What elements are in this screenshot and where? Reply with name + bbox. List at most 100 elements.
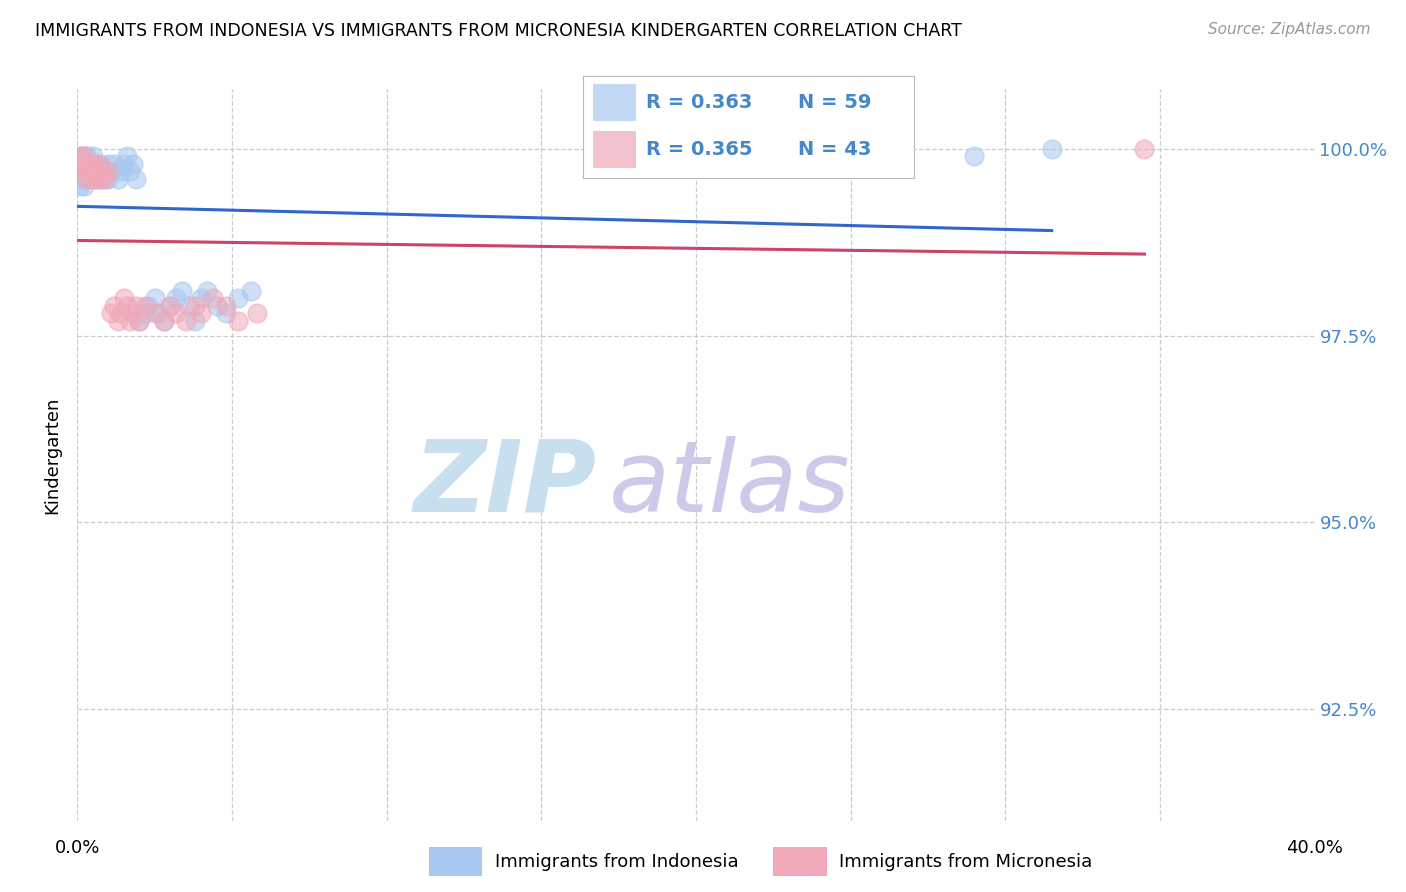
Point	[79, 164, 101, 178]
Text: 0.0%: 0.0%	[55, 839, 100, 857]
Point	[69, 157, 91, 171]
Point	[76, 157, 98, 171]
Point	[66, 164, 89, 178]
Point	[87, 171, 110, 186]
Y-axis label: Kindergarten: Kindergarten	[44, 396, 62, 514]
Point	[72, 149, 94, 163]
Point	[107, 313, 129, 327]
Point	[84, 164, 107, 178]
Point	[202, 291, 225, 305]
Point	[146, 306, 169, 320]
Point	[82, 171, 104, 186]
Point	[190, 306, 212, 320]
Point	[72, 171, 94, 186]
Point	[100, 306, 122, 320]
Text: N = 59: N = 59	[799, 93, 872, 112]
Point	[159, 299, 181, 313]
Point	[97, 171, 120, 186]
Point	[72, 157, 94, 171]
Point	[79, 164, 101, 178]
Point	[87, 157, 110, 171]
Point	[125, 299, 148, 313]
Point	[159, 299, 181, 313]
Point	[963, 149, 986, 163]
Point	[110, 164, 132, 178]
Text: Source: ZipAtlas.com: Source: ZipAtlas.com	[1208, 22, 1371, 37]
Point	[122, 157, 145, 171]
Point	[84, 164, 107, 178]
Point	[82, 171, 104, 186]
Point	[69, 164, 91, 178]
Point	[138, 299, 160, 313]
Text: R = 0.363: R = 0.363	[647, 93, 752, 112]
Point	[82, 149, 104, 163]
Point	[190, 291, 212, 305]
Point	[76, 171, 98, 186]
Point	[103, 299, 125, 313]
Text: atlas: atlas	[609, 435, 851, 533]
Point	[174, 313, 197, 327]
Point	[69, 149, 91, 163]
Point	[87, 171, 110, 186]
Point	[79, 171, 101, 186]
Point	[82, 157, 104, 171]
Point	[128, 313, 150, 327]
Bar	[593, 84, 637, 121]
Point	[91, 164, 114, 178]
Point	[103, 157, 125, 171]
Point	[153, 313, 176, 327]
Point	[115, 149, 138, 163]
Point	[72, 149, 94, 163]
Point	[72, 157, 94, 171]
Point	[112, 157, 135, 171]
Point	[69, 164, 91, 178]
Point	[91, 171, 114, 186]
Point	[165, 291, 187, 305]
Point	[79, 157, 101, 171]
Point	[215, 306, 238, 320]
Point	[97, 157, 120, 171]
Point	[165, 306, 187, 320]
Point	[115, 299, 138, 313]
Point	[112, 291, 135, 305]
Point	[195, 284, 218, 298]
Point	[205, 299, 228, 313]
Point	[94, 164, 117, 178]
Text: Immigrants from Indonesia: Immigrants from Indonesia	[495, 853, 738, 871]
Point	[239, 284, 262, 298]
Point	[134, 299, 156, 313]
Point	[76, 164, 98, 178]
Point	[69, 157, 91, 171]
Point	[172, 284, 194, 298]
Point	[84, 171, 107, 186]
Text: R = 0.365: R = 0.365	[647, 140, 752, 159]
Point	[226, 313, 249, 327]
Bar	[593, 131, 637, 168]
Text: N = 43: N = 43	[799, 140, 872, 159]
Point	[76, 149, 98, 163]
Point	[143, 306, 166, 320]
Point	[69, 149, 91, 163]
Point	[1040, 142, 1063, 156]
Point	[84, 157, 107, 171]
Point	[143, 291, 166, 305]
Point	[246, 306, 269, 320]
Point	[184, 313, 207, 327]
Point	[153, 313, 176, 327]
Point	[118, 164, 141, 178]
Point	[82, 157, 104, 171]
Point	[66, 157, 89, 171]
Point	[66, 157, 89, 171]
Text: 40.0%: 40.0%	[1286, 839, 1343, 857]
Point	[226, 291, 249, 305]
Point	[215, 299, 238, 313]
Point	[134, 306, 156, 320]
Text: Immigrants from Micronesia: Immigrants from Micronesia	[839, 853, 1092, 871]
Point	[184, 299, 207, 313]
Point	[94, 171, 117, 186]
Text: IMMIGRANTS FROM INDONESIA VS IMMIGRANTS FROM MICRONESIA KINDERGARTEN CORRELATION: IMMIGRANTS FROM INDONESIA VS IMMIGRANTS …	[35, 22, 962, 40]
Point	[76, 171, 98, 186]
Text: ZIP: ZIP	[413, 435, 598, 533]
Point	[97, 164, 120, 178]
Point	[100, 164, 122, 178]
